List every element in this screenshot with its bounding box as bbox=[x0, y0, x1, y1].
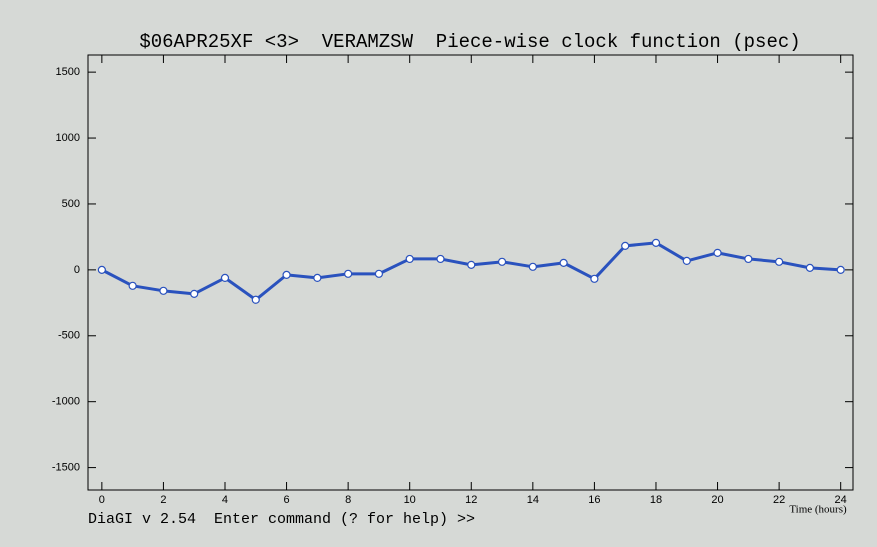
data-point bbox=[621, 241, 630, 250]
x-tick-label: 20 bbox=[711, 494, 723, 506]
x-tick-label: 14 bbox=[527, 494, 539, 506]
command-prompt[interactable]: DiaGI v 2.54 Enter command (? for help) … bbox=[88, 511, 475, 528]
data-point bbox=[744, 254, 753, 264]
data-point bbox=[836, 265, 845, 274]
data-point bbox=[528, 262, 537, 271]
data-point bbox=[313, 273, 322, 283]
chart-title: $06APR25XF <3> VERAMZSW Piece-wise clock… bbox=[139, 31, 800, 53]
y-tick-label: -1000 bbox=[52, 396, 80, 408]
data-point bbox=[374, 269, 384, 278]
y-tick-label: -500 bbox=[58, 330, 80, 342]
data-point bbox=[805, 263, 815, 272]
data-point bbox=[190, 289, 199, 298]
data-point bbox=[559, 258, 568, 267]
x-tick-label: 18 bbox=[650, 494, 662, 506]
data-point bbox=[251, 295, 260, 304]
data-point bbox=[97, 265, 106, 274]
x-tick-label: 2 bbox=[160, 494, 166, 506]
data-point bbox=[128, 281, 137, 290]
data-point bbox=[651, 238, 661, 247]
plot-frame bbox=[87, 54, 854, 491]
data-point bbox=[220, 273, 230, 283]
data-point bbox=[282, 270, 291, 279]
y-tick-label: 1500 bbox=[56, 66, 80, 78]
y-tick-label: -1500 bbox=[52, 461, 80, 473]
x-tick-label: 8 bbox=[345, 494, 351, 506]
x-tick-label: 12 bbox=[465, 494, 477, 506]
x-axis-label: Time (hours) bbox=[789, 504, 847, 516]
data-point bbox=[590, 274, 599, 283]
x-tick-label: 22 bbox=[773, 494, 785, 506]
x-tick-label: 4 bbox=[222, 494, 228, 506]
data-point bbox=[682, 256, 691, 265]
data-point bbox=[775, 257, 784, 266]
data-point bbox=[436, 254, 445, 264]
y-tick-label: 1000 bbox=[56, 132, 80, 144]
x-tick-label: 0 bbox=[99, 494, 105, 506]
data-point bbox=[344, 269, 353, 278]
data-point bbox=[467, 260, 476, 269]
y-tick-label: 500 bbox=[62, 198, 80, 210]
data-point bbox=[713, 248, 722, 257]
data-point bbox=[405, 254, 414, 264]
x-tick-label: 6 bbox=[283, 494, 289, 506]
data-point bbox=[497, 257, 507, 266]
x-tick-label: 10 bbox=[404, 494, 416, 506]
y-tick-label: 0 bbox=[74, 264, 80, 276]
data-point bbox=[159, 286, 168, 295]
x-tick-label: 24 bbox=[835, 494, 847, 506]
x-tick-label: 16 bbox=[588, 494, 600, 506]
